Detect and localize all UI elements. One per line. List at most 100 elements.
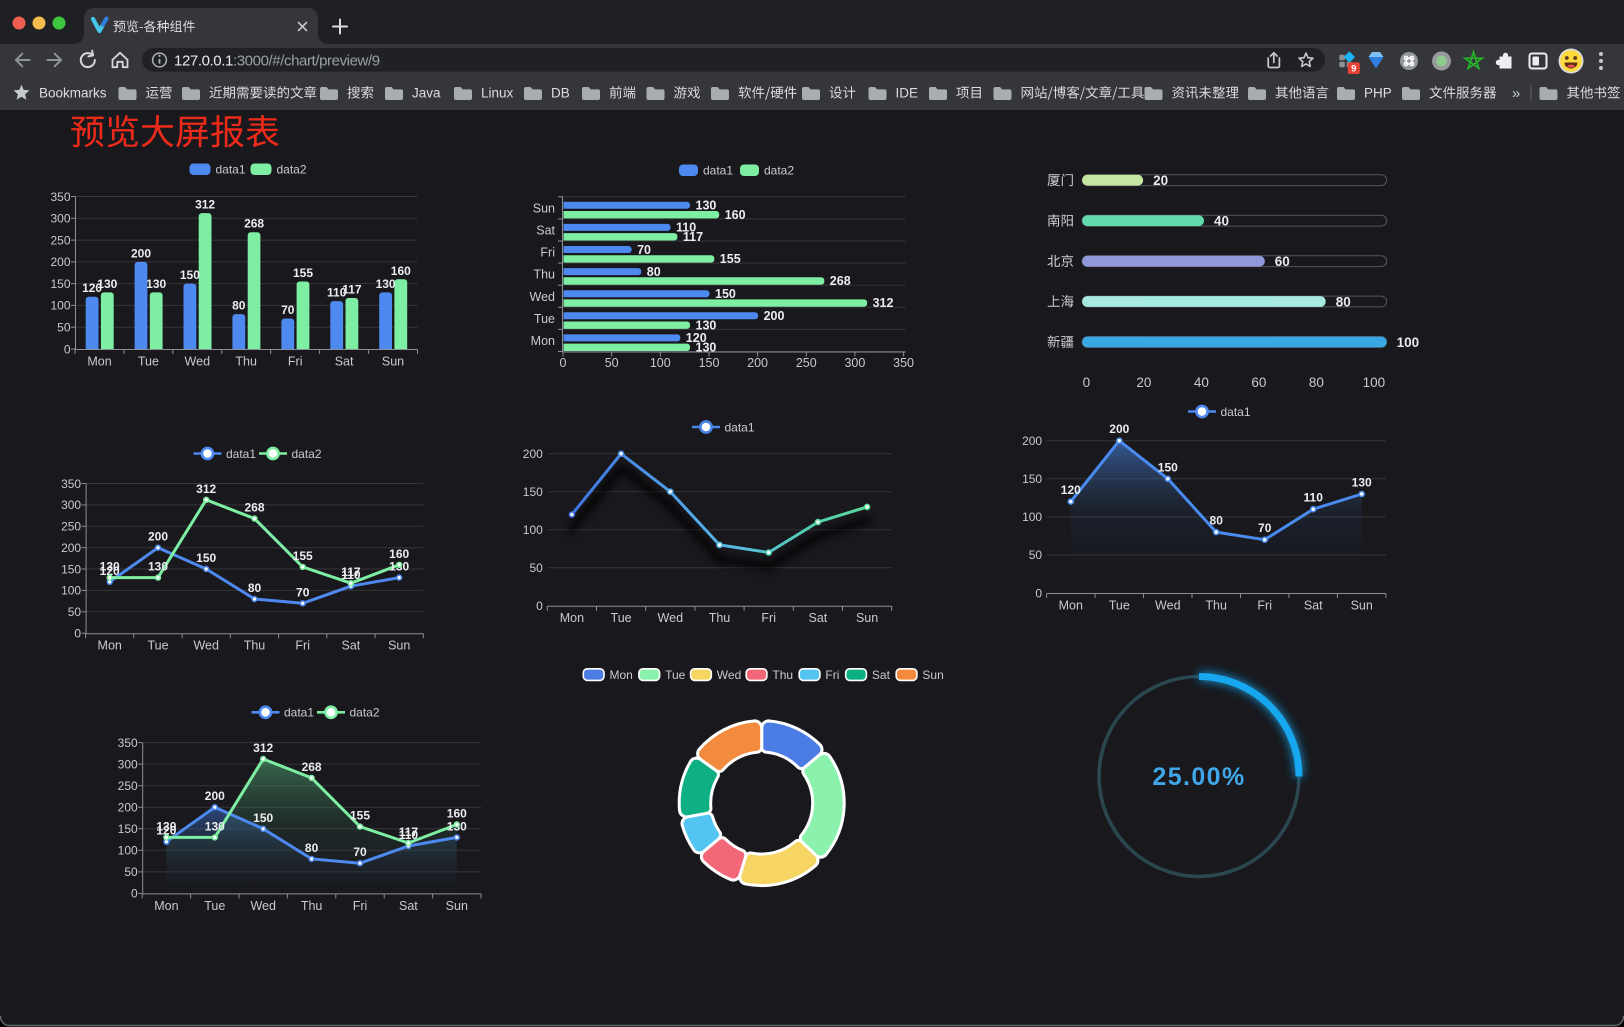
svg-text:Tue: Tue <box>204 899 225 913</box>
svg-text:117: 117 <box>683 230 703 244</box>
svg-text:130: 130 <box>696 318 717 332</box>
svg-text:155: 155 <box>350 809 370 823</box>
svg-text:data2: data2 <box>292 447 322 461</box>
svg-text:20: 20 <box>1153 173 1168 188</box>
svg-text:data1: data1 <box>725 420 755 434</box>
svg-text:Fri: Fri <box>295 639 310 653</box>
svg-text:127.0.0.1:3000/#/chart/preview: 127.0.0.1:3000/#/chart/preview/9 <box>174 52 380 69</box>
svg-text:70: 70 <box>637 243 651 257</box>
svg-text:300: 300 <box>61 498 81 512</box>
svg-text:0: 0 <box>131 887 138 901</box>
svg-text:200: 200 <box>1022 434 1042 448</box>
svg-text:70: 70 <box>1258 521 1272 535</box>
svg-text:160: 160 <box>391 264 411 278</box>
svg-text:100: 100 <box>1022 510 1042 524</box>
svg-text:Sun: Sun <box>922 668 943 682</box>
svg-text:Sat: Sat <box>809 611 828 625</box>
svg-text:data1: data1 <box>226 447 256 461</box>
svg-text:150: 150 <box>50 277 70 291</box>
svg-text:Sat: Sat <box>872 668 891 682</box>
svg-text:130: 130 <box>146 277 166 291</box>
svg-text:Sat: Sat <box>1304 599 1323 613</box>
svg-text:40: 40 <box>1214 214 1229 229</box>
svg-text:Sun: Sun <box>382 355 404 369</box>
svg-text:Wed: Wed <box>717 668 741 682</box>
svg-text:100: 100 <box>523 523 543 537</box>
svg-text:300: 300 <box>50 212 70 226</box>
svg-text:350: 350 <box>61 477 81 491</box>
svg-text:9: 9 <box>1351 64 1356 75</box>
svg-text:268: 268 <box>244 217 264 231</box>
svg-text:0: 0 <box>74 627 81 641</box>
svg-text:120: 120 <box>1061 483 1081 497</box>
svg-text:110: 110 <box>341 568 361 582</box>
svg-text:0: 0 <box>1035 586 1042 600</box>
svg-text:117: 117 <box>342 283 362 297</box>
svg-text:150: 150 <box>1022 472 1042 486</box>
svg-text:70: 70 <box>281 303 295 317</box>
svg-text:100: 100 <box>650 356 671 370</box>
svg-text:100: 100 <box>1397 335 1420 350</box>
svg-text:Tue: Tue <box>665 668 686 682</box>
svg-text:200: 200 <box>205 789 225 803</box>
svg-text:160: 160 <box>389 547 409 561</box>
svg-text:Thu: Thu <box>235 355 257 369</box>
svg-text:Sat: Sat <box>335 355 354 369</box>
svg-text:150: 150 <box>1158 460 1178 474</box>
svg-text:40: 40 <box>1194 375 1209 390</box>
svg-text:data2: data2 <box>350 706 380 720</box>
svg-text:Sun: Sun <box>388 639 410 653</box>
svg-text:100: 100 <box>118 844 138 858</box>
svg-text:80: 80 <box>305 841 319 855</box>
svg-text:Wed: Wed <box>1155 599 1181 613</box>
svg-text:300: 300 <box>118 757 138 771</box>
svg-text:Mon: Mon <box>560 611 584 625</box>
svg-text:Sun: Sun <box>446 899 468 913</box>
svg-text:PHP: PHP <box>1364 86 1392 101</box>
svg-text:80: 80 <box>248 581 262 595</box>
svg-text:268: 268 <box>302 760 322 774</box>
svg-text:200: 200 <box>747 356 768 370</box>
svg-text:150: 150 <box>118 822 138 836</box>
svg-text:Wed: Wed <box>185 355 211 369</box>
svg-text:200: 200 <box>131 246 151 260</box>
svg-text:70: 70 <box>353 845 367 859</box>
svg-text:Thu: Thu <box>709 611 731 625</box>
svg-text:130: 130 <box>100 560 120 574</box>
svg-text:350: 350 <box>118 736 138 750</box>
svg-text:50: 50 <box>605 356 619 370</box>
svg-text:155: 155 <box>293 549 313 563</box>
svg-text:Thu: Thu <box>772 668 793 682</box>
svg-text:200: 200 <box>50 255 70 269</box>
svg-text:130: 130 <box>205 819 225 833</box>
svg-text:Sun: Sun <box>856 611 878 625</box>
svg-text:Tue: Tue <box>138 355 159 369</box>
svg-text:Fri: Fri <box>761 611 776 625</box>
svg-text:150: 150 <box>699 356 720 370</box>
svg-text:160: 160 <box>725 208 746 222</box>
svg-text:Mon: Mon <box>610 668 633 682</box>
svg-text:Wed: Wed <box>193 639 219 653</box>
svg-text:150: 150 <box>180 268 200 282</box>
svg-text:Mon: Mon <box>87 355 111 369</box>
svg-text:60: 60 <box>1275 254 1290 269</box>
svg-text:312: 312 <box>195 198 215 212</box>
svg-text:DB: DB <box>551 86 570 101</box>
svg-text:Sat: Sat <box>399 899 418 913</box>
svg-text:Thu: Thu <box>301 899 323 913</box>
svg-text:0: 0 <box>64 342 71 356</box>
svg-text:Linux: Linux <box>481 86 514 101</box>
svg-text:Sat: Sat <box>342 639 361 653</box>
svg-text:60: 60 <box>1251 375 1266 390</box>
svg-text:250: 250 <box>61 520 81 534</box>
svg-text:250: 250 <box>50 233 70 247</box>
svg-text:0: 0 <box>1083 375 1091 390</box>
svg-text:50: 50 <box>57 321 71 335</box>
svg-text:120: 120 <box>82 281 102 295</box>
svg-text:120: 120 <box>156 824 176 838</box>
svg-text:70: 70 <box>296 585 310 599</box>
svg-text:80: 80 <box>647 265 661 279</box>
svg-text:150: 150 <box>253 811 273 825</box>
svg-text:50: 50 <box>1029 548 1043 562</box>
svg-text:80: 80 <box>232 299 246 313</box>
